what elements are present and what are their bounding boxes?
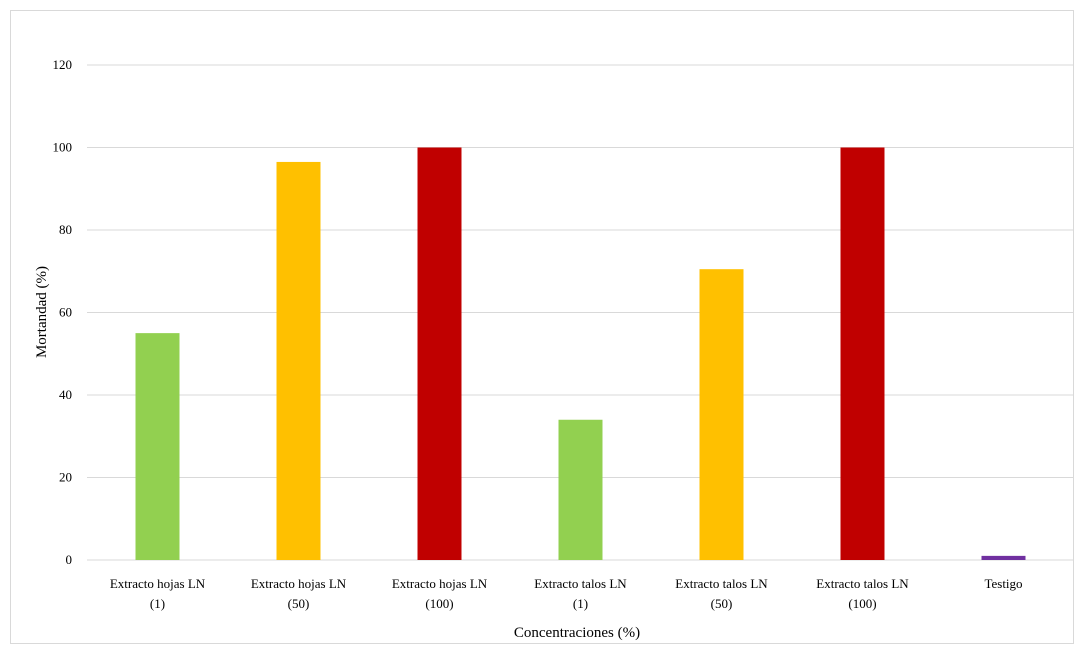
bar — [135, 333, 180, 560]
x-tick-label: (50) — [711, 596, 733, 611]
chart-frame — [10, 10, 1074, 644]
x-tick-label: Extracto talos LN — [816, 576, 909, 591]
bar — [699, 269, 744, 560]
x-tick-label: Extracto talos LN — [675, 576, 768, 591]
x-tick-label: Extracto hojas LN — [251, 576, 347, 591]
x-axis-title: Concentraciones (%) — [514, 625, 640, 641]
y-tick-labels: 0 20 40 60 80 100 120 — [53, 57, 73, 567]
x-category-labels: Extracto hojas LN (1) Extracto hojas LN (50… — [110, 576, 1023, 611]
gridlines — [87, 64, 1074, 561]
y-axis-title: Mortandad (%) — [34, 266, 50, 358]
bar — [981, 555, 1026, 560]
bar — [417, 147, 462, 560]
y-tick-label: 40 — [59, 387, 72, 402]
y-tick-label: 120 — [53, 57, 73, 72]
y-tick-label: 60 — [59, 305, 72, 320]
y-tick-label: 0 — [66, 552, 73, 567]
x-tick-label: (1) — [573, 596, 588, 611]
y-tick-label: 20 — [59, 470, 72, 485]
x-tick-label: Testigo — [984, 576, 1022, 591]
x-tick-label: (100) — [848, 596, 876, 611]
y-tick-label: 100 — [53, 140, 73, 155]
bars — [135, 147, 1026, 560]
bar — [840, 147, 885, 560]
x-tick-label: (1) — [150, 596, 165, 611]
y-tick-label: 80 — [59, 222, 72, 237]
bar — [276, 161, 321, 560]
x-tick-label: Extracto talos LN — [534, 576, 627, 591]
x-tick-label: Extracto hojas LN — [392, 576, 488, 591]
x-tick-label: Extracto hojas LN — [110, 576, 206, 591]
x-tick-label: (100) — [425, 596, 453, 611]
bar — [558, 419, 603, 560]
x-tick-label: (50) — [288, 596, 310, 611]
